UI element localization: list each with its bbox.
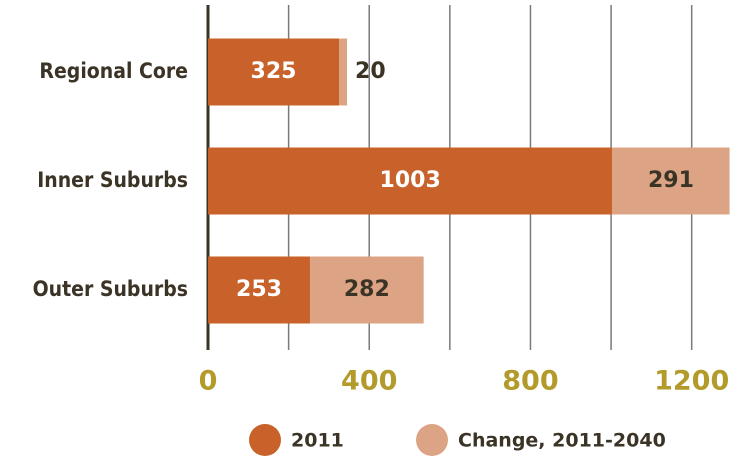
value-label: 325 xyxy=(251,59,297,84)
x-tick-label: 0 xyxy=(199,366,218,397)
value-label: 1003 xyxy=(380,168,441,193)
bar-segment xyxy=(208,256,310,324)
x-tick-label: 800 xyxy=(502,366,558,397)
value-label: 20 xyxy=(355,59,386,84)
bar-segment xyxy=(309,256,424,324)
legend-swatch xyxy=(249,424,281,456)
legend-label: Change, 2011-2040 xyxy=(458,430,666,452)
value-label: 253 xyxy=(236,277,282,302)
legend-swatch xyxy=(416,424,448,456)
bar-segment xyxy=(208,147,613,215)
value-label: 291 xyxy=(648,168,694,193)
bar-segment xyxy=(208,38,339,106)
bar-segment xyxy=(612,147,730,215)
category-label: Outer Suburbs xyxy=(33,277,188,301)
legend-label: 2011 xyxy=(291,430,344,452)
category-label: Inner Suburbs xyxy=(37,168,188,192)
x-tick-label: 400 xyxy=(341,366,397,397)
category-label: Regional Core xyxy=(39,59,188,83)
bar-segment xyxy=(339,38,348,106)
x-tick-label: 1200 xyxy=(654,366,729,397)
value-label: 282 xyxy=(344,277,390,302)
